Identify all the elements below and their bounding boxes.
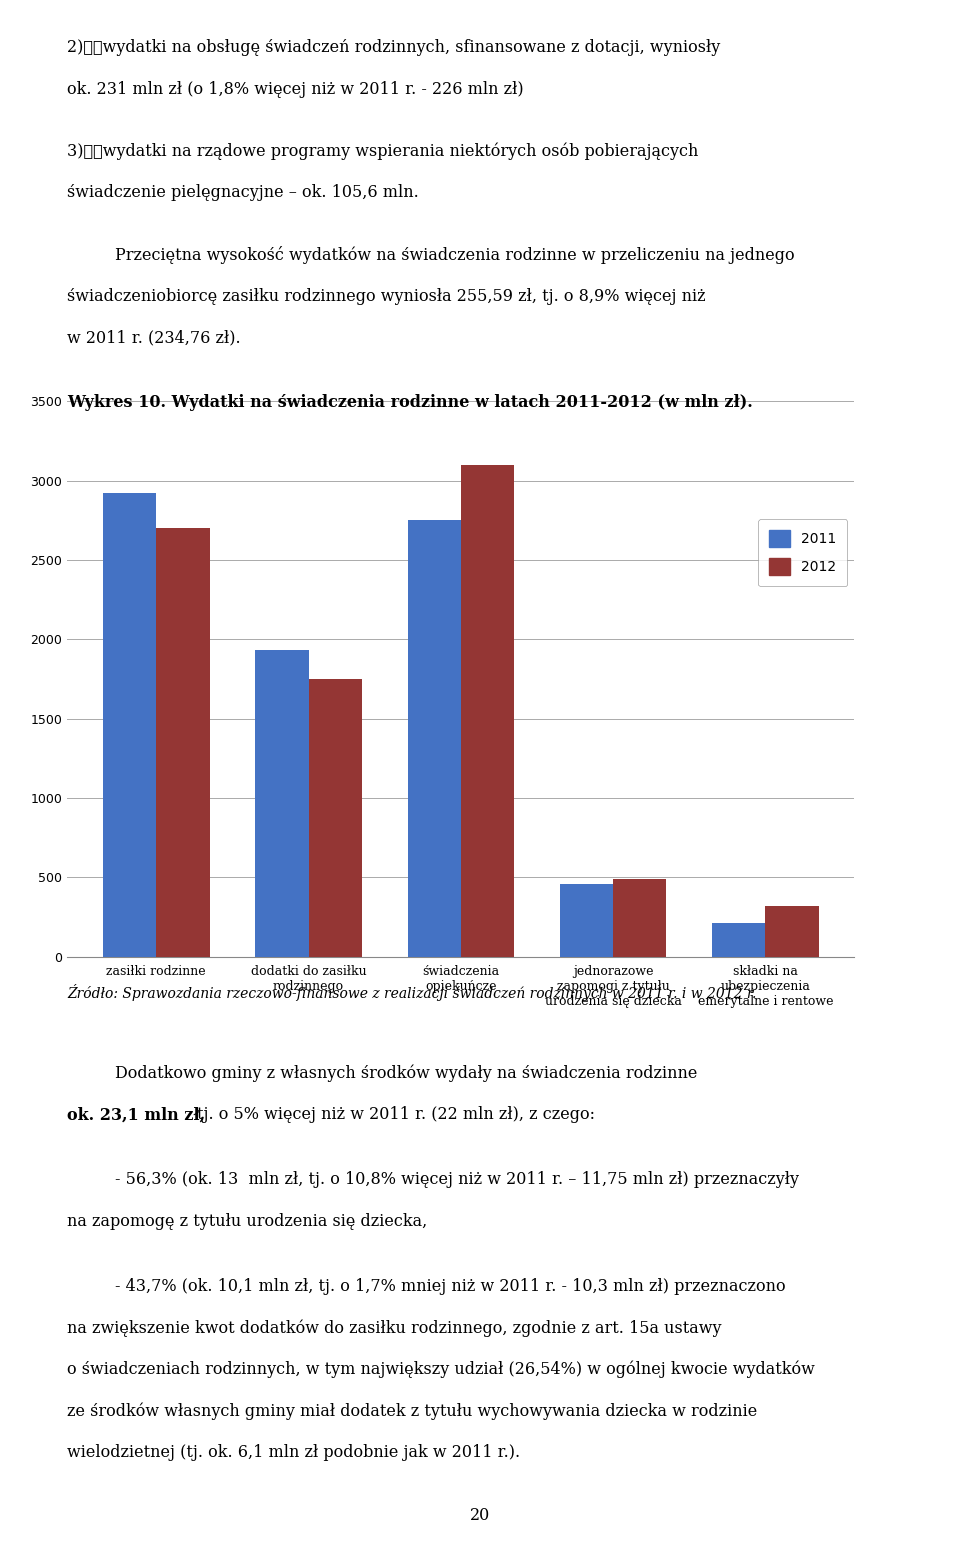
Text: ze środków własnych gminy miał dodatek z tytułu wychowywania dziecka w rodzinie: ze środków własnych gminy miał dodatek z…	[67, 1403, 757, 1420]
Bar	[308, 679, 362, 957]
Text: - 56,3% (ok. 13  mln zł, tj. o 10,8% więcej niż w 2011 r. – 11,75 mln zł) przezn: - 56,3% (ok. 13 mln zł, tj. o 10,8% więc…	[115, 1171, 799, 1188]
Bar	[255, 650, 308, 957]
Text: wielodzietnej (tj. ok. 6,1 mln zł podobnie jak w 2011 r.).: wielodzietnej (tj. ok. 6,1 mln zł podobn…	[67, 1444, 520, 1461]
Bar	[156, 528, 209, 957]
Text: świadczenie pielęgnacyjne – ok. 105,6 mln.: świadczenie pielęgnacyjne – ok. 105,6 ml…	[67, 185, 419, 202]
Text: tj. o 5% więcej niż w 2011 r. (22 mln zł), z czego:: tj. o 5% więcej niż w 2011 r. (22 mln zł…	[197, 1106, 595, 1123]
Text: Przeciętna wysokość wydatków na świadczenia rodzinne w przeliczeniu na jednego: Przeciętna wysokość wydatków na świadcze…	[115, 245, 795, 264]
Bar	[407, 520, 461, 957]
Bar	[103, 494, 156, 957]
Text: Dodatkowo gminy z własnych środków wydały na świadczenia rodzinne: Dodatkowo gminy z własnych środków wydał…	[115, 1065, 698, 1082]
Bar	[560, 884, 613, 957]
Text: 20: 20	[469, 1508, 491, 1524]
Text: na zwiększenie kwot dodatków do zasiłku rodzinnego, zgodnie z art. 15a ustawy: na zwiększenie kwot dodatków do zasiłku …	[67, 1319, 722, 1336]
Text: - 43,7% (ok. 10,1 mln zł, tj. o 1,7% mniej niż w 2011 r. - 10,3 mln zł) przeznac: - 43,7% (ok. 10,1 mln zł, tj. o 1,7% mni…	[115, 1278, 786, 1295]
Text: w 2011 r. (234,76 zł).: w 2011 r. (234,76 zł).	[67, 330, 241, 347]
Text: Źródło: Sprawozdania rzeczowo-finansowe z realizacji świadczeń rodzinnych w 2011: Źródło: Sprawozdania rzeczowo-finansowe …	[67, 984, 756, 1001]
Bar	[613, 880, 666, 957]
Bar	[765, 906, 819, 957]
Text: ok. 23,1 mln zł,: ok. 23,1 mln zł,	[67, 1106, 205, 1123]
Text: Wykres 10. Wydatki na świadczenia rodzinne w latach 2011-2012 (w mln zł).: Wykres 10. Wydatki na świadczenia rodzin…	[67, 395, 753, 412]
Legend: 2011, 2012: 2011, 2012	[758, 520, 848, 586]
Text: 2)		wydatki na obsługę świadczeń rodzinnych, sfinansowane z dotacji, wyniosły: 2) wydatki na obsługę świadczeń rodzinny…	[67, 39, 720, 57]
Text: ok. 231 mln zł (o 1,8% więcej niż w 2011 r. - 226 mln zł): ok. 231 mln zł (o 1,8% więcej niż w 2011…	[67, 80, 524, 99]
Bar	[461, 464, 515, 957]
Text: na zapomogę z tytułu urodzenia się dziecka,: na zapomogę z tytułu urodzenia się dziec…	[67, 1213, 427, 1230]
Bar	[712, 923, 765, 957]
Text: świadczeniobiorcę zasiłku rodzinnego wyniosła 255,59 zł, tj. o 8,9% więcej niż: świadczeniobiorcę zasiłku rodzinnego wyn…	[67, 289, 706, 306]
Text: 3)		wydatki na rządowe programy wspierania niektórych osób pobierających: 3) wydatki na rządowe programy wspierani…	[67, 142, 699, 160]
Text: o świadczeniach rodzinnych, w tym największy udział (26,54%) w ogólnej kwocie wy: o świadczeniach rodzinnych, w tym najwię…	[67, 1361, 815, 1378]
